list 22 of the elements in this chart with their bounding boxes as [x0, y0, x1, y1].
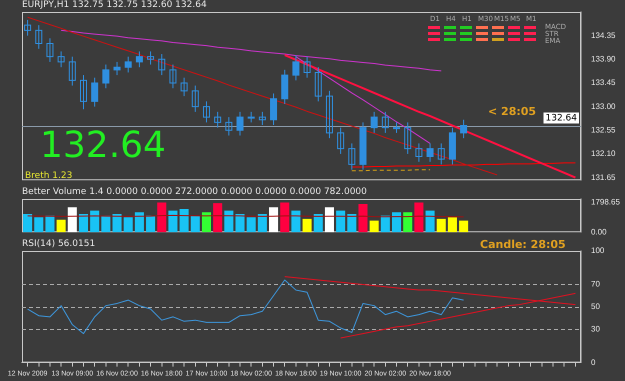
ref-line-label: 132.64	[546, 113, 578, 124]
y-tick-label: 30	[591, 324, 600, 334]
chart-title: Better Volume 1.4 0.0000 0.0000 272.0000 0.0000 0.0000 0.0000 782.0000	[22, 187, 367, 197]
chart-title: RSI(14) 56.0151	[22, 239, 96, 249]
y-tick-label: 50	[591, 302, 600, 312]
y-tick-label: 132.10	[591, 149, 616, 158]
y-tick-label: 70	[591, 280, 600, 289]
y-tick-label: 1798.65	[591, 198, 620, 207]
chart-title: EURJPY,H1 132.75 132.75 132.60 132.64	[22, 0, 207, 10]
y-tick-label: 131.65	[591, 172, 616, 182]
y-tick-label: 133.90	[591, 54, 616, 64]
y-tick-label: 100	[591, 246, 605, 256]
text: Candle: 28:05	[480, 238, 566, 251]
annotation: Breth 1.23	[25, 171, 72, 181]
y-tick-label: 133.45	[591, 78, 616, 88]
y-tick-label: 132.55	[591, 125, 616, 134]
annotation: < 28:05	[488, 105, 536, 118]
y-tick-label: 0	[591, 358, 596, 367]
y-tick-label: 134.35	[591, 30, 616, 40]
y-tick-label: 0.00	[591, 227, 608, 236]
y-tick-label: 133.00	[591, 102, 616, 111]
annotation: 132.64	[40, 125, 166, 166]
